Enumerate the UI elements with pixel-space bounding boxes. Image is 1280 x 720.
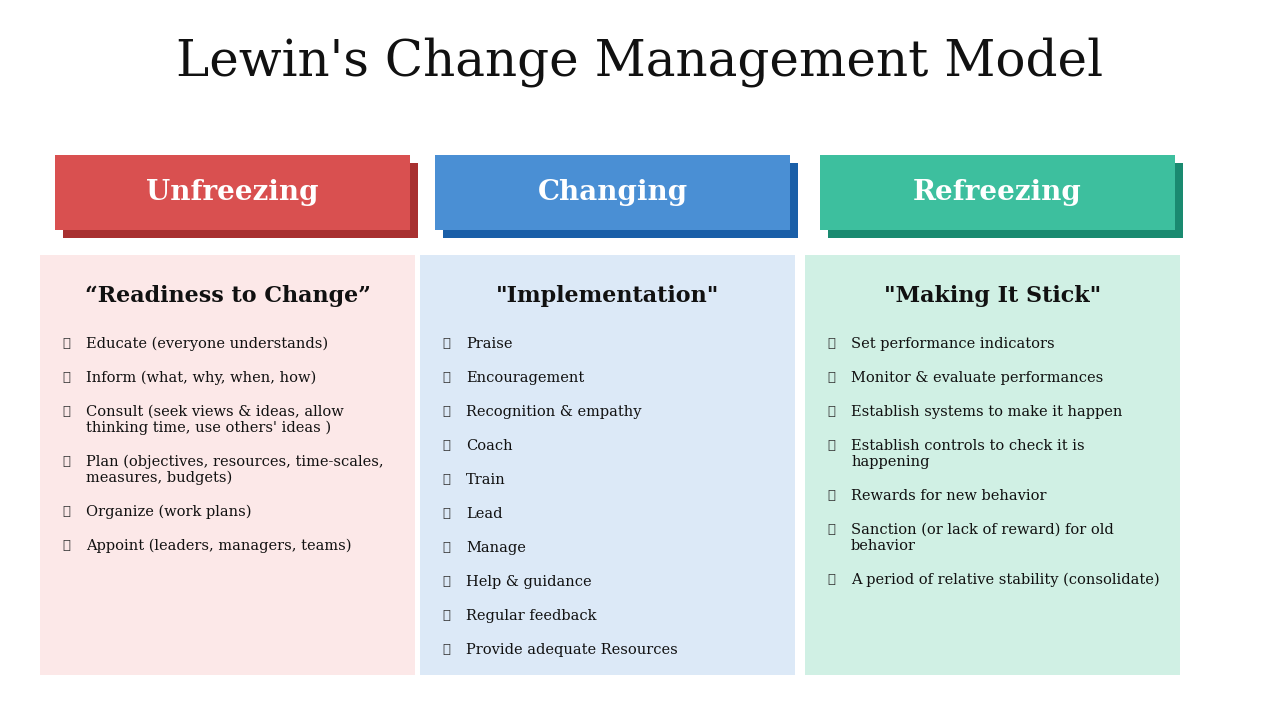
Text: Lewin's Change Management Model: Lewin's Change Management Model bbox=[177, 37, 1103, 87]
Text: Train: Train bbox=[466, 473, 506, 487]
Text: Establish controls to check it is: Establish controls to check it is bbox=[851, 439, 1084, 453]
Text: Changing: Changing bbox=[538, 179, 687, 206]
Text: ➤: ➤ bbox=[827, 439, 835, 452]
FancyBboxPatch shape bbox=[55, 155, 410, 230]
Text: ➤: ➤ bbox=[442, 643, 451, 656]
Text: Help & guidance: Help & guidance bbox=[466, 575, 591, 589]
Text: "Implementation": "Implementation" bbox=[495, 285, 719, 307]
FancyBboxPatch shape bbox=[63, 163, 419, 238]
Text: Manage: Manage bbox=[466, 541, 526, 555]
Text: ➤: ➤ bbox=[61, 455, 70, 468]
Text: Set performance indicators: Set performance indicators bbox=[851, 337, 1055, 351]
Text: Appoint (leaders, managers, teams): Appoint (leaders, managers, teams) bbox=[86, 539, 352, 554]
Text: ➤: ➤ bbox=[442, 371, 451, 384]
Text: ➤: ➤ bbox=[442, 337, 451, 350]
Text: Monitor & evaluate performances: Monitor & evaluate performances bbox=[851, 371, 1103, 385]
Text: ➤: ➤ bbox=[442, 507, 451, 520]
Text: ➤: ➤ bbox=[827, 405, 835, 418]
Text: ➤: ➤ bbox=[442, 541, 451, 554]
Text: Lead: Lead bbox=[466, 507, 503, 521]
Text: Sanction (or lack of reward) for old: Sanction (or lack of reward) for old bbox=[851, 523, 1114, 537]
Text: Praise: Praise bbox=[466, 337, 512, 351]
Text: Rewards for new behavior: Rewards for new behavior bbox=[851, 489, 1047, 503]
Text: ➤: ➤ bbox=[442, 609, 451, 622]
FancyBboxPatch shape bbox=[435, 155, 790, 230]
FancyBboxPatch shape bbox=[40, 255, 415, 675]
Text: Coach: Coach bbox=[466, 439, 512, 453]
Text: ➤: ➤ bbox=[827, 371, 835, 384]
Text: “Readiness to Change”: “Readiness to Change” bbox=[84, 285, 370, 307]
Text: Educate (everyone understands): Educate (everyone understands) bbox=[86, 337, 328, 351]
Text: A period of relative stability (consolidate): A period of relative stability (consolid… bbox=[851, 573, 1160, 588]
FancyBboxPatch shape bbox=[820, 155, 1175, 230]
Text: ➤: ➤ bbox=[61, 337, 70, 350]
Text: ➤: ➤ bbox=[827, 489, 835, 502]
Text: ➤: ➤ bbox=[827, 523, 835, 536]
Text: ➤: ➤ bbox=[442, 473, 451, 486]
Text: ➤: ➤ bbox=[61, 505, 70, 518]
Text: Plan (objectives, resources, time-scales,: Plan (objectives, resources, time-scales… bbox=[86, 455, 384, 469]
Text: measures, budgets): measures, budgets) bbox=[86, 471, 232, 485]
Text: Unfreezing: Unfreezing bbox=[146, 179, 319, 206]
Text: ➤: ➤ bbox=[442, 575, 451, 588]
FancyBboxPatch shape bbox=[805, 255, 1180, 675]
Text: Consult (seek views & ideas, allow: Consult (seek views & ideas, allow bbox=[86, 405, 344, 419]
Text: ➤: ➤ bbox=[61, 539, 70, 552]
Text: Organize (work plans): Organize (work plans) bbox=[86, 505, 251, 519]
Text: ➤: ➤ bbox=[61, 405, 70, 418]
Text: "Making It Stick": "Making It Stick" bbox=[884, 285, 1101, 307]
Text: ➤: ➤ bbox=[442, 405, 451, 418]
Text: ➤: ➤ bbox=[61, 371, 70, 384]
Text: ➤: ➤ bbox=[827, 573, 835, 586]
Text: ➤: ➤ bbox=[442, 439, 451, 452]
FancyBboxPatch shape bbox=[443, 163, 797, 238]
Text: behavior: behavior bbox=[851, 539, 916, 553]
Text: happening: happening bbox=[851, 455, 929, 469]
Text: ➤: ➤ bbox=[827, 337, 835, 350]
Text: Regular feedback: Regular feedback bbox=[466, 609, 596, 623]
Text: Recognition & empathy: Recognition & empathy bbox=[466, 405, 641, 419]
Text: thinking time, use others' ideas ): thinking time, use others' ideas ) bbox=[86, 421, 332, 436]
FancyBboxPatch shape bbox=[420, 255, 795, 675]
Text: Provide adequate Resources: Provide adequate Resources bbox=[466, 643, 677, 657]
Text: Establish systems to make it happen: Establish systems to make it happen bbox=[851, 405, 1123, 419]
Text: Encouragement: Encouragement bbox=[466, 371, 584, 385]
Text: Inform (what, why, when, how): Inform (what, why, when, how) bbox=[86, 371, 316, 385]
Text: Refreezing: Refreezing bbox=[913, 179, 1082, 206]
FancyBboxPatch shape bbox=[828, 163, 1183, 238]
